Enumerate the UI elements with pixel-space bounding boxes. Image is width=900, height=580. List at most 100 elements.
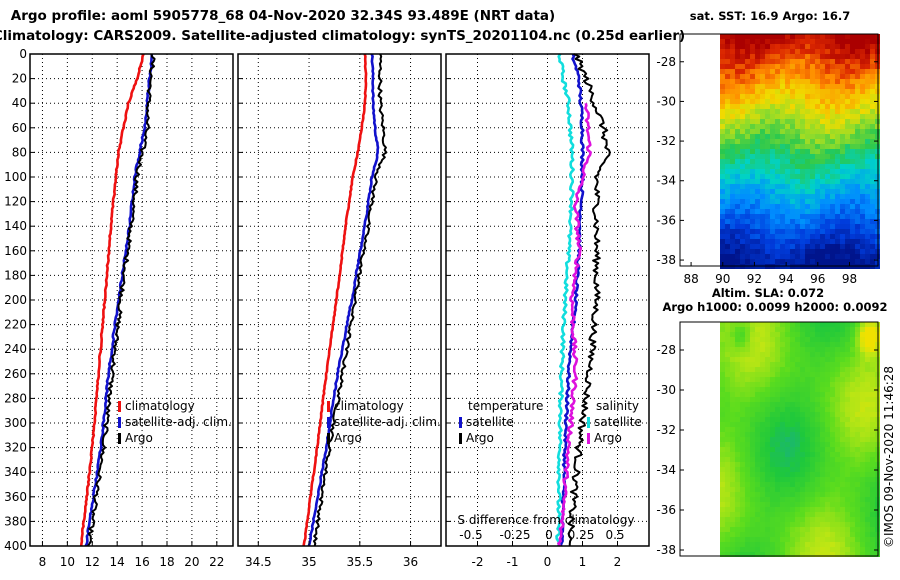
sst-cell <box>835 164 840 169</box>
sst-cell <box>825 109 830 114</box>
sla-cell <box>820 482 825 487</box>
sst-cell <box>855 254 860 259</box>
sla-cell <box>760 372 765 377</box>
sst-cell <box>745 174 750 179</box>
sst-cell <box>840 234 845 239</box>
sst-cell <box>850 114 855 119</box>
sla-cell <box>810 542 815 547</box>
sst-cell <box>870 189 875 194</box>
sst-cell <box>785 204 790 209</box>
sla-cell <box>845 402 850 407</box>
series-line-argo <box>87 53 156 547</box>
sst-cell <box>750 54 755 59</box>
sst-cell <box>865 74 870 79</box>
sst-cell <box>820 104 825 109</box>
sst-cell <box>730 169 735 174</box>
sst-cell <box>815 169 820 174</box>
sla-cell <box>860 547 865 552</box>
sla-cell <box>735 442 740 447</box>
sla-cell <box>805 487 810 492</box>
sst-cell <box>810 224 815 229</box>
secondary-tick-label: -0.25 <box>499 528 530 542</box>
sla-cell <box>820 542 825 547</box>
sst-cell <box>850 169 855 174</box>
sst-cell <box>835 249 840 254</box>
sst-cell <box>740 234 745 239</box>
sla-cell <box>870 552 875 557</box>
sst-cell <box>785 229 790 234</box>
sst-cell <box>855 129 860 134</box>
sla-cell <box>755 517 760 522</box>
sst-cell <box>815 64 820 69</box>
sst-cell <box>795 139 800 144</box>
sla-cell <box>790 517 795 522</box>
sst-cell <box>815 104 820 109</box>
sst-cell <box>850 199 855 204</box>
sst-cell <box>790 74 795 79</box>
sla-cell <box>855 512 860 517</box>
sla-cell <box>760 512 765 517</box>
sst-cell <box>790 129 795 134</box>
sst-cell <box>825 209 830 214</box>
sla-cell <box>725 352 730 357</box>
sla-cell <box>720 457 725 462</box>
sst-cell <box>850 89 855 94</box>
sst-cell <box>815 154 820 159</box>
sla-cell <box>800 497 805 502</box>
sla-cell <box>855 532 860 537</box>
sst-cell <box>810 54 815 59</box>
sst-cell <box>840 199 845 204</box>
sla-cell <box>860 462 865 467</box>
sst-cell <box>755 129 760 134</box>
sst-cell <box>760 249 765 254</box>
sla-cell <box>790 397 795 402</box>
sst-cell <box>720 239 725 244</box>
sla-cell <box>790 362 795 367</box>
sst-cell <box>755 214 760 219</box>
sla-cell <box>725 532 730 537</box>
sla-cell <box>850 442 855 447</box>
y-tick-label: 380 <box>4 514 27 528</box>
sla-cell <box>835 412 840 417</box>
sla-cell <box>765 387 770 392</box>
sla-cell <box>745 472 750 477</box>
sla-cell <box>730 542 735 547</box>
sst-cell <box>770 54 775 59</box>
sla-cell <box>835 322 840 327</box>
sla-cell <box>795 407 800 412</box>
sst-cell <box>775 64 780 69</box>
sla-cell <box>730 387 735 392</box>
sla-cell <box>810 362 815 367</box>
sla-cell <box>725 337 730 342</box>
sla-cell <box>825 542 830 547</box>
sst-cell <box>800 144 805 149</box>
sst-cell <box>755 84 760 89</box>
sst-cell <box>825 94 830 99</box>
sst-cell <box>775 39 780 44</box>
sla-cell <box>755 507 760 512</box>
sla-cell <box>855 382 860 387</box>
sst-cell <box>850 79 855 84</box>
sla-cell <box>810 327 815 332</box>
sst-cell <box>805 34 810 39</box>
sst-cell <box>735 169 740 174</box>
sst-cell <box>795 194 800 199</box>
sst-cell <box>730 254 735 259</box>
sst-cell <box>850 139 855 144</box>
sst-cell <box>810 184 815 189</box>
sla-cell <box>795 347 800 352</box>
sst-cell <box>745 79 750 84</box>
sst-cell <box>775 189 780 194</box>
sst-cell <box>835 224 840 229</box>
sst-cell <box>855 149 860 154</box>
sla-cell <box>785 512 790 517</box>
sst-cell <box>835 124 840 129</box>
sla-cell <box>850 532 855 537</box>
sst-cell <box>795 69 800 74</box>
sst-cell <box>770 174 775 179</box>
sla-cell <box>735 497 740 502</box>
sla-cell <box>775 407 780 412</box>
sst-cell <box>805 229 810 234</box>
sla-cell <box>765 477 770 482</box>
sla-cell <box>805 497 810 502</box>
